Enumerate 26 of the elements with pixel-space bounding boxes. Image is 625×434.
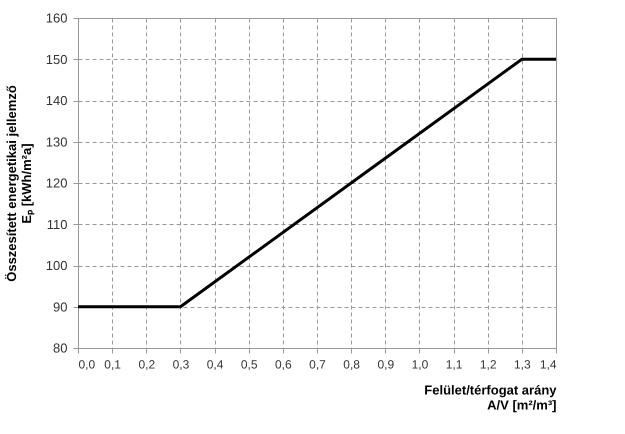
x-tick-label: 1,2: [480, 358, 497, 372]
y-tick-label: 160: [46, 10, 68, 26]
y-tick-label: 120: [46, 176, 68, 190]
x-tick-label: 0,7: [309, 358, 326, 372]
y-tick-label: 110: [46, 216, 68, 232]
y-tick-label: 150: [46, 52, 68, 67]
x-tick-label: 0,0: [78, 358, 96, 372]
y-tick-label: 140: [46, 93, 68, 108]
x-tick-label: 0,5: [240, 358, 258, 372]
x-tick-label: 0,8: [343, 358, 360, 372]
y-tick-label: 90: [53, 299, 68, 314]
x-tick-label: 0,1: [104, 358, 122, 372]
x-tick-label: 0,6: [275, 358, 292, 372]
x-tick-label: 0,9: [377, 358, 394, 372]
x-tick-label: 1,0: [412, 358, 429, 372]
y-axis-title: Összesített energetikai jellemző Eₚ [kWh/m²a]: [4, 85, 35, 282]
y-tick-label: 100: [46, 258, 68, 273]
x-tick-label: 0,4: [206, 358, 224, 372]
x-tick-label: 0,3: [172, 358, 190, 372]
x-tick-label: 0,2: [138, 358, 156, 372]
y-tick-label: 80: [53, 340, 68, 356]
x-tick-label: 1,3: [514, 358, 532, 372]
x-tick-label: 1,4: [540, 358, 557, 372]
x-tick-label: 1,1: [446, 358, 463, 372]
x-axis-title: Felület/térfogat arány A/V [m²/m³]: [424, 382, 558, 412]
y-tick-label: 130: [46, 134, 68, 150]
